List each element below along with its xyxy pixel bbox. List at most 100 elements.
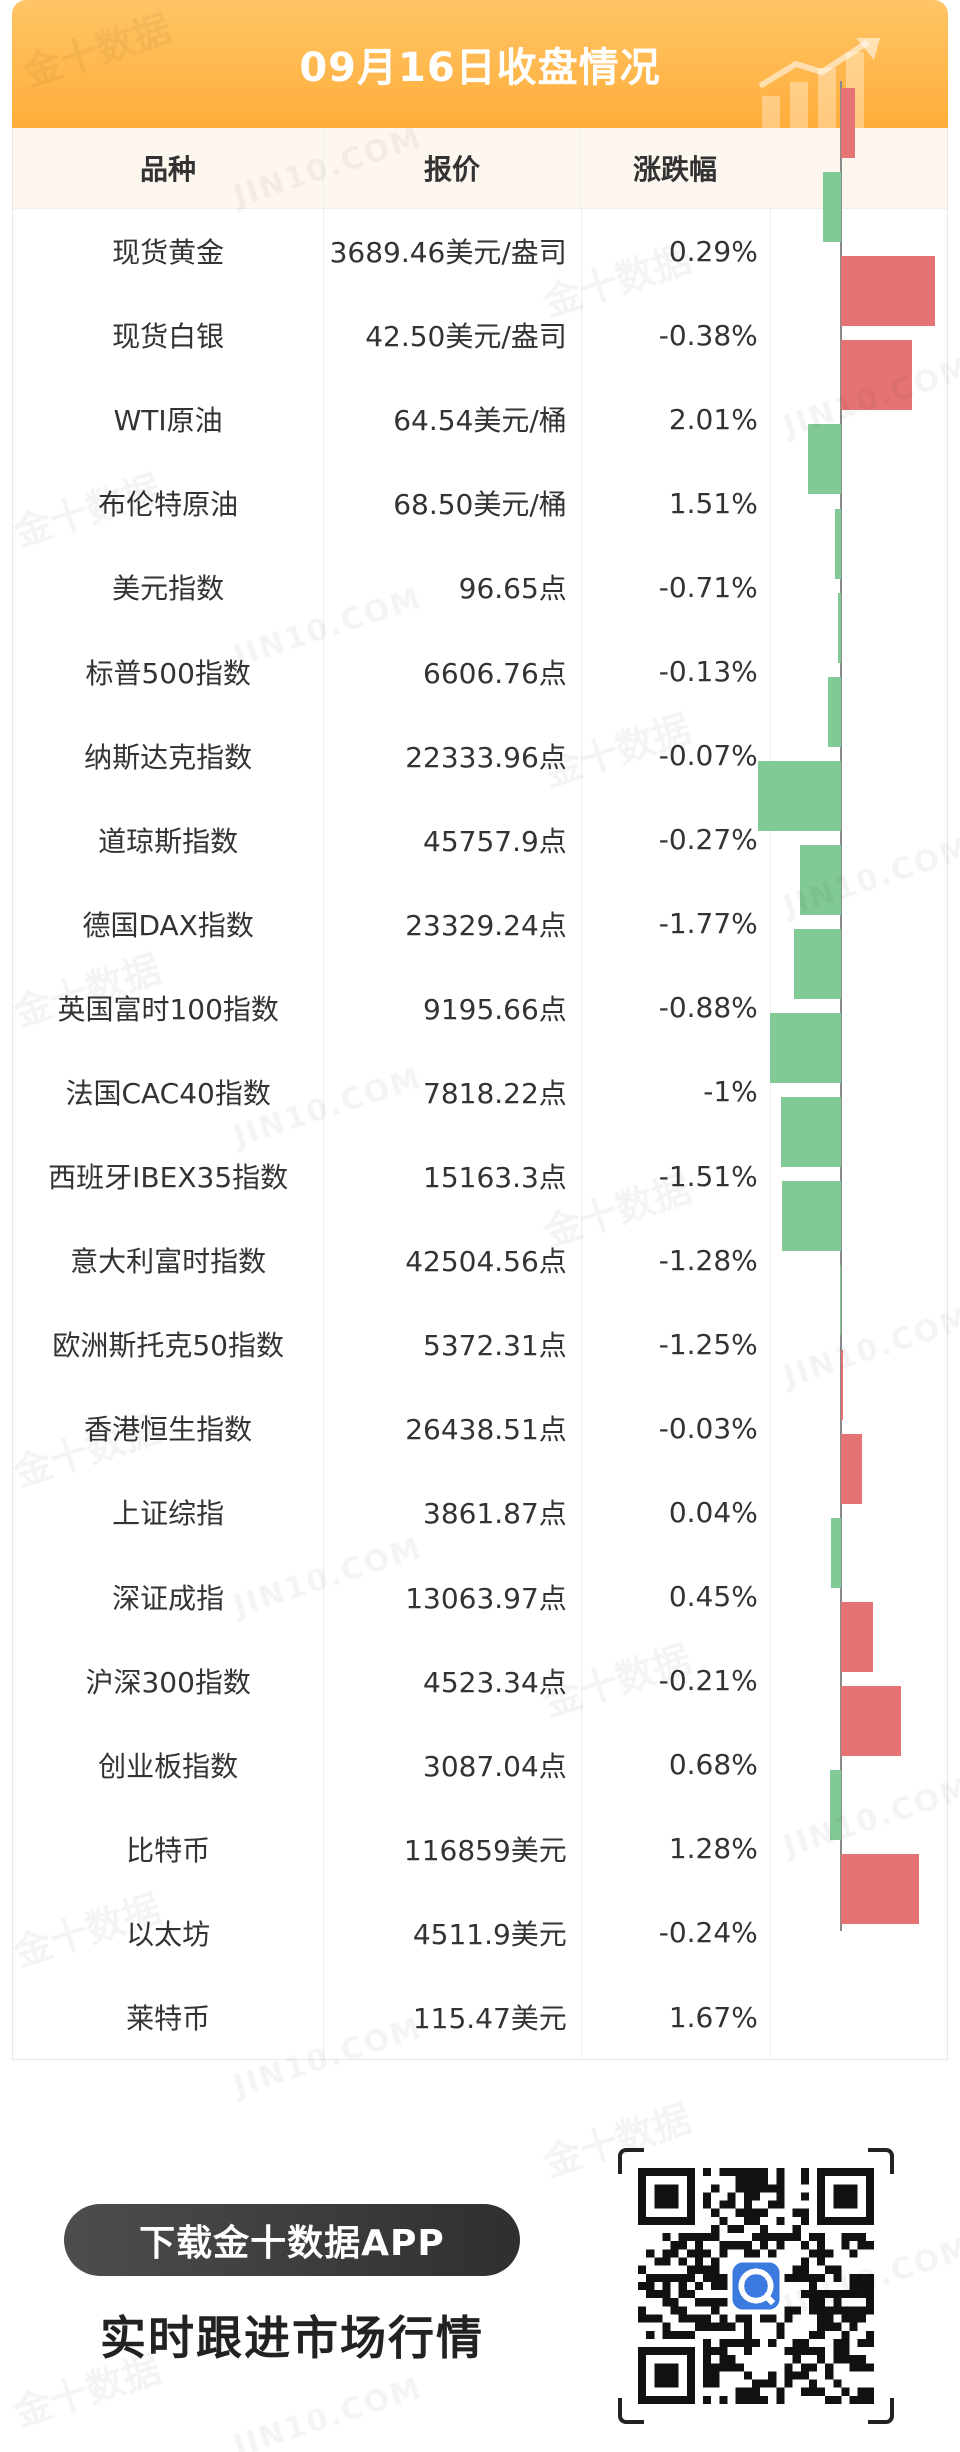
row-divider — [769, 713, 771, 798]
row-divider — [769, 1302, 771, 1387]
row-change-text: -1.77% — [658, 907, 758, 941]
row-price: 7818.22点 — [324, 1049, 582, 1135]
row-name: 香港恒生指数 — [13, 1386, 325, 1471]
row-change-text: 1.28% — [668, 1832, 758, 1866]
row-divider — [769, 209, 771, 294]
row-change: -1.51% — [582, 1134, 947, 1219]
row-name: 现货白银 — [13, 293, 325, 378]
row-price: 96.65点 — [324, 545, 582, 630]
row-change: 1.67% — [582, 1974, 947, 2060]
change-bar-chart — [757, 81, 936, 1931]
row-divider — [769, 1218, 771, 1303]
change-bar — [841, 1854, 920, 1925]
row-divider — [769, 377, 771, 462]
row-name: 标普500指数 — [13, 629, 325, 714]
row-change-text: -0.03% — [658, 1411, 758, 1445]
row-name: 创业板指数 — [13, 1722, 325, 1807]
table-row: 纳斯达克指数 22333.96点 -0.07% — [13, 713, 947, 798]
row-change: -0.71% — [582, 545, 947, 630]
growth-chart-icon — [758, 38, 880, 128]
download-app-button[interactable]: 下载金十数据APP — [64, 2204, 520, 2276]
row-change-text: 0.45% — [668, 1580, 758, 1614]
row-change: -1.77% — [582, 881, 947, 966]
column-header-price: 报价 — [324, 128, 581, 208]
table-row: 创业板指数 3087.04点 0.68% — [13, 1722, 947, 1807]
row-change: 0.29% — [582, 209, 947, 294]
table-row: 莱特币 115.47美元 1.67% — [13, 1974, 947, 2060]
change-bar — [841, 1685, 902, 1756]
change-bar — [823, 172, 841, 243]
row-price: 116859美元 — [324, 1806, 582, 1891]
slogan-text: 实时跟进市场行情 — [100, 2311, 484, 2365]
row-change: -0.07% — [582, 713, 947, 798]
row-name: 英国富时100指数 — [13, 965, 325, 1050]
row-price: 4523.34点 — [324, 1638, 582, 1723]
row-change-text: -0.07% — [658, 739, 758, 773]
row-change: 1.28% — [582, 1806, 947, 1891]
column-header-change-label: 涨跌幅 — [632, 153, 717, 186]
row-price: 15163.3点 — [324, 1134, 582, 1219]
table-row: 美元指数 96.65点 -0.71% — [13, 545, 947, 630]
page-title: 09月16日收盘情况 — [299, 45, 661, 91]
row-change: -1.25% — [582, 1302, 947, 1387]
change-bar — [794, 929, 841, 999]
change-bar — [834, 508, 841, 579]
row-name: 美元指数 — [13, 545, 325, 630]
row-name: WTI原油 — [13, 377, 325, 462]
row-divider — [769, 881, 771, 966]
row-change-text: -1.25% — [658, 1327, 758, 1361]
change-bar — [839, 1265, 841, 1336]
row-change-text: 0.04% — [668, 1495, 758, 1529]
table-row: 上证综指 3861.87点 0.04% — [13, 1470, 947, 1555]
change-bar — [841, 88, 855, 158]
qr-corner-tr — [868, 2148, 894, 2174]
change-bar — [841, 1601, 873, 1672]
change-bar — [770, 1013, 841, 1084]
row-change-text: 1.67% — [668, 2000, 758, 2034]
row-name: 道琼斯指数 — [13, 797, 325, 882]
row-name: 现货黄金 — [13, 209, 325, 294]
change-bar — [828, 676, 841, 747]
row-divider — [769, 1638, 771, 1723]
row-name: 沪深300指数 — [13, 1638, 325, 1723]
row-price: 3689.46美元/盎司 — [324, 209, 582, 294]
row-price: 4511.9美元 — [324, 1890, 582, 1975]
row-change-text: -1.51% — [658, 1159, 758, 1193]
change-bar — [837, 592, 841, 663]
qr-corner-br — [868, 2398, 894, 2424]
change-bar — [780, 1097, 841, 1168]
footer: 下载金十数据APP 实时跟进市场行情 — [0, 2060, 960, 2452]
row-price: 3861.87点 — [324, 1470, 582, 1555]
change-bar — [807, 424, 841, 495]
table-row: 西班牙IBEX35指数 15163.3点 -1.51% — [13, 1134, 947, 1219]
row-divider — [769, 629, 771, 714]
table-row: 香港恒生指数 26438.51点 -0.03% — [13, 1386, 947, 1471]
row-name: 德国DAX指数 — [13, 881, 325, 966]
row-price: 64.54美元/桶 — [324, 377, 582, 462]
column-header-change: 涨跌幅 — [581, 128, 947, 208]
table-row: 欧洲斯托克50指数 5372.31点 -1.25% — [13, 1302, 947, 1387]
row-change: -1.28% — [582, 1218, 947, 1303]
table-row: 深证成指 13063.97点 0.45% — [13, 1554, 947, 1639]
row-change: -0.88% — [582, 965, 947, 1050]
row-change: -0.24% — [582, 1890, 947, 1975]
row-price: 42.50美元/盎司 — [324, 293, 582, 378]
qr-code-icon — [638, 2168, 874, 2404]
table-row: 道琼斯指数 45757.9点 -0.27% — [13, 797, 947, 882]
change-bar — [841, 1433, 863, 1504]
table-row: 沪深300指数 4523.34点 -0.21% — [13, 1638, 947, 1723]
table-header: 品种 报价 涨跌幅 — [13, 128, 947, 209]
row-change: 0.04% — [582, 1470, 947, 1555]
row-name: 比特币 — [13, 1806, 325, 1891]
row-price: 3087.04点 — [324, 1722, 582, 1807]
row-price: 115.47美元 — [324, 1974, 582, 2060]
page-header: 09月16日收盘情况 — [12, 0, 948, 128]
table-row: 德国DAX指数 23329.24点 -1.77% — [13, 881, 947, 966]
zero-axis-line — [840, 81, 842, 1931]
row-divider — [769, 1554, 771, 1639]
table-row: 现货白银 42.50美元/盎司 -0.38% — [13, 293, 947, 378]
row-change-text: -1.28% — [658, 1243, 758, 1277]
column-header-name: 品种 — [13, 128, 324, 208]
row-price: 5372.31点 — [324, 1302, 582, 1387]
row-name: 莱特币 — [13, 1974, 325, 2060]
